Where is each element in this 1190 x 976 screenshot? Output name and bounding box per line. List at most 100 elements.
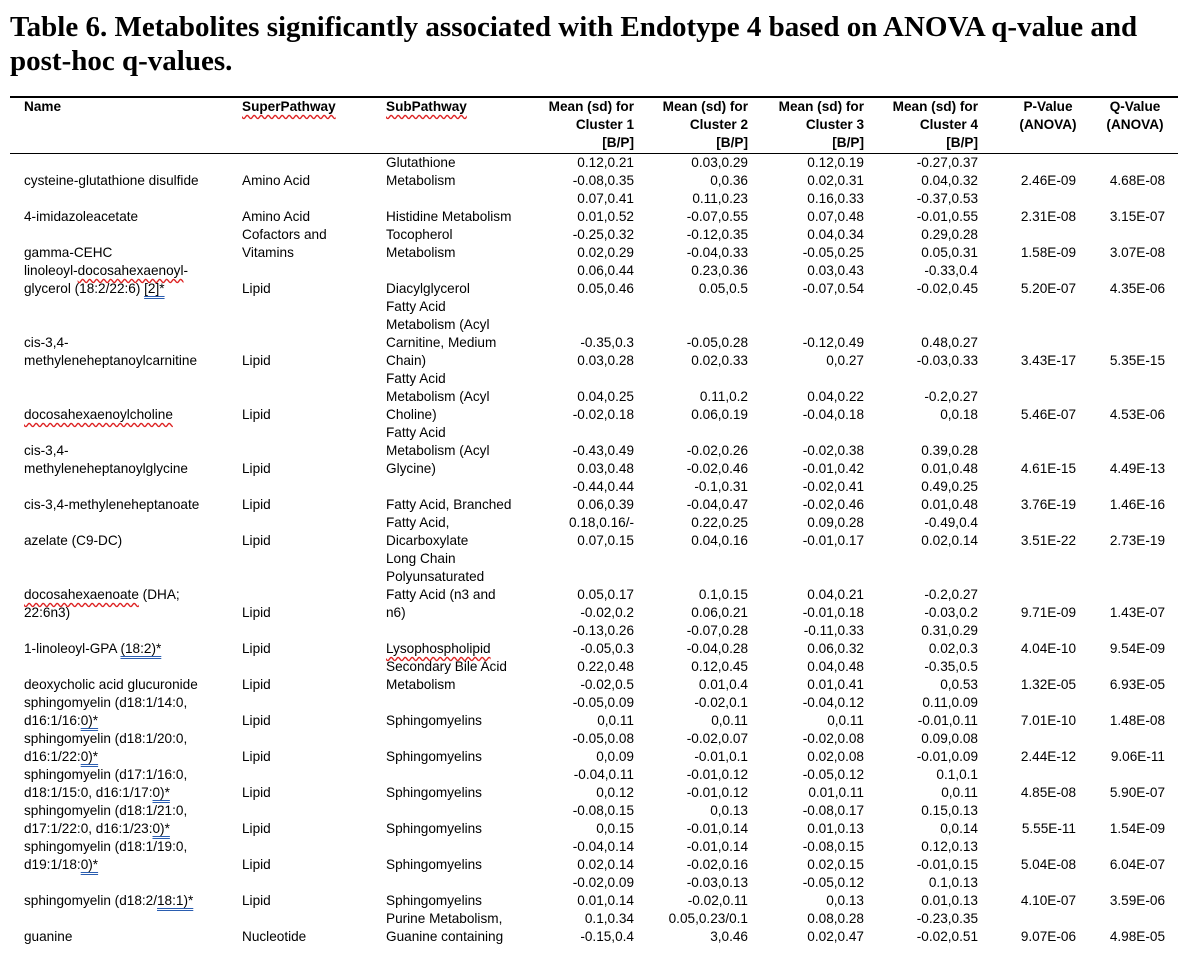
cell-sub: Polyunsaturated <box>386 569 485 584</box>
cell-c4: 0.49,0.25 <box>921 479 978 494</box>
cell-sub: n6) <box>386 605 406 620</box>
cell-c2: 0.23,0.36 <box>691 263 748 278</box>
cell-sub: Lysophospholipid <box>386 641 491 656</box>
cell-sub: Glycine) <box>386 461 436 476</box>
cell-c3: 0.02,0.31 <box>807 173 864 188</box>
cell-c2: -0.02,0.46 <box>686 461 748 476</box>
header-q-value-line: Q-Value <box>1109 99 1161 114</box>
cell-c1: -0.43,0.49 <box>572 443 634 458</box>
cell-sub: Fatty Acid, <box>386 515 450 530</box>
cell-c2: 0.11,0.23 <box>692 191 748 206</box>
cell-c1: -0.35,0.3 <box>580 335 634 350</box>
cell-sup: Lipid <box>242 749 271 764</box>
cell-c4: -0.01,0.15 <box>916 857 978 872</box>
cell-c1: 0.01,0.14 <box>577 893 634 908</box>
cell-name: docosahexaenoate (DHA; <box>24 587 180 602</box>
cell-q: 1.54E-09 <box>1109 821 1165 836</box>
cell-name: sphingomyelin (d18:1/19:0, <box>24 839 188 854</box>
cell-c4: 0.01,0.48 <box>921 461 978 476</box>
cell-c2: 0.01,0.4 <box>698 677 748 692</box>
cell-name: docosahexaenoylcholine <box>24 407 173 422</box>
cell-sup: Lipid <box>242 857 271 872</box>
cell-q: 6.93E-05 <box>1109 677 1165 692</box>
cell-c2: -0.01,0.14 <box>686 821 748 836</box>
cell-c2: 0,0.36 <box>710 173 748 188</box>
cell-c1: 0.07,0.15 <box>577 533 634 548</box>
cell-p: 4.85E-08 <box>1020 785 1076 800</box>
cell-c1: 0.12,0.21 <box>577 155 634 170</box>
cell-c1: -0.08,0.35 <box>572 173 634 188</box>
cell-c3: -0.02,0.41 <box>802 479 864 494</box>
cell-c3: -0.05,0.12 <box>802 767 864 782</box>
cell-c4: -0.01,0.55 <box>916 209 978 224</box>
cell-c2: -0.04,0.33 <box>686 245 748 260</box>
cell-c2: 0.06,0.19 <box>691 407 748 422</box>
cell-q: 4.35E-06 <box>1109 281 1165 296</box>
cell-c4: 0.02,0.3 <box>928 641 978 656</box>
cell-c4: 0,0.53 <box>940 677 978 692</box>
cell-sub: Fatty Acid <box>386 299 446 314</box>
cell-c3: -0.01,0.17 <box>802 533 864 548</box>
cell-c4: 0.15,0.13 <box>921 803 978 818</box>
cell-q: 1.48E-08 <box>1109 713 1165 728</box>
cell-c1: 0.06,0.39 <box>577 497 634 512</box>
cell-q: 1.43E-07 <box>1109 605 1165 620</box>
cell-q: 4.98E-05 <box>1109 929 1165 944</box>
cell-c1: 0,0.11 <box>597 713 634 728</box>
header-superpathway-label: SuperPathway <box>242 99 336 114</box>
cell-name: methyleneheptanoylcarnitine <box>24 353 198 368</box>
cell-c1: -0.05,0.09 <box>572 695 634 710</box>
cell-c1: 0.03,0.48 <box>577 461 634 476</box>
cell-name: gamma-CEHC <box>24 245 113 260</box>
cell-p: 4.10E-07 <box>1020 893 1076 908</box>
cell-sup: Lipid <box>242 497 271 512</box>
cell-sub: Sphingomyelins <box>386 749 482 764</box>
cell-c3: -0.08,0.17 <box>802 803 864 818</box>
cell-name: cis-3,4-methyleneheptanoate <box>24 497 200 512</box>
cell-c3: 0.02,0.47 <box>807 929 864 944</box>
cell-c4: 0,0.11 <box>941 785 978 800</box>
cell-c3: 0,0.27 <box>826 353 864 368</box>
cell-c2: 0.11,0.2 <box>699 389 748 404</box>
cell-name: 4-imidazoleacetate <box>24 209 139 224</box>
cell-c1: -0.05,0.08 <box>572 731 634 746</box>
cell-c2: -0.1,0.31 <box>694 479 748 494</box>
cell-sup: Amino Acid <box>242 173 311 188</box>
cell-c3: 0.04,0.34 <box>807 227 864 242</box>
cell-c3: -0.12,0.49 <box>802 335 864 350</box>
cell-sub: Sphingomyelins <box>386 821 482 836</box>
cell-p: 1.32E-05 <box>1020 677 1076 692</box>
header-cluster-1-line: Mean (sd) for <box>548 99 634 114</box>
cell-c4: 0,0.18 <box>940 407 978 422</box>
cell-sub: Long Chain <box>386 551 456 566</box>
header-cluster-2-line: Cluster 2 <box>689 117 748 132</box>
cell-c4: -0.02,0.45 <box>916 281 978 296</box>
cell-c1: 0,0.12 <box>596 785 634 800</box>
cell-c1: -0.04,0.11 <box>573 767 634 782</box>
cell-c2: -0.01,0.12 <box>686 767 748 782</box>
cell-name: sphingomyelin (d17:1/16:0, <box>24 767 188 782</box>
cell-c1: 0.02,0.29 <box>577 245 634 260</box>
cell-c4: -0.35,0.5 <box>924 659 978 674</box>
cell-c2: 0.03,0.29 <box>691 155 748 170</box>
cell-c2: -0.01,0.12 <box>686 785 748 800</box>
header-subpathway: SubPathway <box>386 98 467 116</box>
cell-c2: -0.12,0.35 <box>686 227 748 242</box>
cell-c3: 0.04,0.48 <box>807 659 864 674</box>
cell-c1: 0.02,0.14 <box>577 857 634 872</box>
cell-name: 22:6n3) <box>24 605 71 620</box>
cell-c2: -0.03,0.13 <box>686 875 748 890</box>
cell-c3: 0.01,0.41 <box>807 677 864 692</box>
header-cluster-3-line: Cluster 3 <box>805 117 864 132</box>
cell-sup: Lipid <box>242 533 271 548</box>
cell-sub: Sphingomyelins <box>386 785 482 800</box>
cell-c4: -0.01,0.11 <box>917 713 978 728</box>
header-q-value-line: (ANOVA) <box>1106 117 1164 132</box>
cell-sub: Metabolism (Acyl <box>386 317 490 332</box>
cell-name: sphingomyelin (d18:1/14:0, <box>24 695 188 710</box>
cell-c2: -0.01,0.14 <box>686 839 748 854</box>
cell-sub: Fatty Acid, Branched <box>386 497 512 512</box>
header-p-value-line: P-Value <box>1023 99 1073 114</box>
cell-c1: 0.18,0.16/- <box>569 515 634 530</box>
cell-sub: Dicarboxylate <box>386 533 469 548</box>
